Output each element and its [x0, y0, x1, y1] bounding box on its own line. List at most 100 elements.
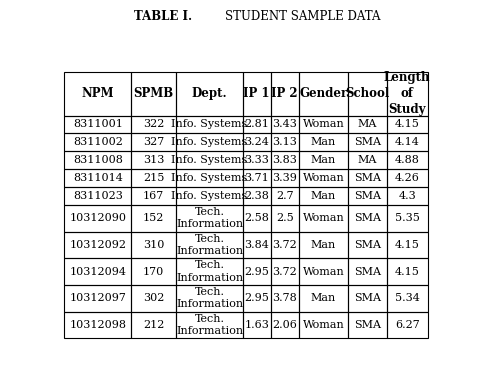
Bar [176, 312, 243, 338]
Bar [131, 71, 176, 115]
Bar [348, 205, 387, 232]
Bar [271, 115, 299, 134]
Bar [131, 151, 176, 169]
Bar [271, 205, 299, 232]
Text: 152: 152 [143, 213, 164, 223]
Text: 2.5: 2.5 [276, 213, 294, 223]
Text: 2.95: 2.95 [244, 267, 269, 276]
Text: Tech.
Information: Tech. Information [176, 234, 243, 256]
Bar [348, 312, 387, 338]
Text: NPM: NPM [82, 87, 114, 100]
Text: 3.78: 3.78 [272, 293, 297, 303]
Text: Woman: Woman [302, 173, 344, 183]
Text: 4.15: 4.15 [395, 240, 420, 250]
Text: 2.7: 2.7 [276, 191, 293, 201]
Text: Info. Systems: Info. Systems [171, 119, 248, 129]
Text: 2.06: 2.06 [272, 320, 297, 330]
Bar [176, 285, 243, 312]
Text: 215: 215 [143, 173, 164, 183]
Text: Woman: Woman [302, 119, 344, 129]
Bar [131, 115, 176, 134]
Bar [64, 232, 131, 258]
Text: Tech.
Information: Tech. Information [176, 260, 243, 283]
Bar [64, 205, 131, 232]
Bar [64, 134, 131, 151]
Text: 327: 327 [143, 137, 164, 147]
Bar [131, 258, 176, 285]
Text: 8311008: 8311008 [73, 155, 123, 165]
Text: IP 2: IP 2 [271, 87, 298, 100]
Text: 313: 313 [143, 155, 164, 165]
Text: Info. Systems: Info. Systems [171, 191, 248, 201]
Bar [387, 169, 428, 187]
Text: Dept.: Dept. [192, 87, 228, 100]
Text: SMA: SMA [354, 173, 381, 183]
Bar [243, 151, 271, 169]
Bar [64, 187, 131, 205]
Bar [271, 187, 299, 205]
Text: 302: 302 [143, 293, 164, 303]
Text: 4.15: 4.15 [395, 267, 420, 276]
Text: Woman: Woman [302, 213, 344, 223]
Bar [387, 232, 428, 258]
Text: 322: 322 [143, 119, 164, 129]
Bar [131, 232, 176, 258]
Text: 4.14: 4.14 [395, 137, 420, 147]
Text: 8311014: 8311014 [73, 173, 123, 183]
Text: 4.15: 4.15 [395, 119, 420, 129]
Bar [176, 169, 243, 187]
Bar [131, 285, 176, 312]
Bar [348, 258, 387, 285]
Text: 3.84: 3.84 [244, 240, 269, 250]
Bar [176, 71, 243, 115]
Text: 4.88: 4.88 [395, 155, 420, 165]
Text: 2.38: 2.38 [244, 191, 269, 201]
Text: Man: Man [311, 137, 336, 147]
Text: 2.81: 2.81 [244, 119, 269, 129]
Bar [64, 285, 131, 312]
Bar [387, 312, 428, 338]
Text: 8311002: 8311002 [73, 137, 123, 147]
Bar [271, 71, 299, 115]
Text: 3.24: 3.24 [244, 137, 269, 147]
Text: 3.72: 3.72 [272, 240, 297, 250]
Text: 3.33: 3.33 [244, 155, 269, 165]
Text: MA: MA [358, 119, 377, 129]
Bar [131, 134, 176, 151]
Text: Info. Systems: Info. Systems [171, 155, 248, 165]
Bar [176, 134, 243, 151]
Text: SMA: SMA [354, 213, 381, 223]
Bar [176, 205, 243, 232]
Text: Tech.
Information: Tech. Information [176, 314, 243, 336]
Text: 5.34: 5.34 [395, 293, 420, 303]
Bar [243, 115, 271, 134]
Bar [387, 151, 428, 169]
Text: 1.63: 1.63 [244, 320, 269, 330]
Text: 4.26: 4.26 [395, 173, 420, 183]
Text: Man: Man [311, 155, 336, 165]
Text: SMA: SMA [354, 240, 381, 250]
Text: 10312097: 10312097 [69, 293, 126, 303]
Bar [348, 285, 387, 312]
Text: SMA: SMA [354, 320, 381, 330]
Bar [271, 285, 299, 312]
Text: 6.27: 6.27 [395, 320, 420, 330]
Bar [299, 232, 348, 258]
Text: 2.95: 2.95 [244, 293, 269, 303]
Text: School: School [345, 87, 389, 100]
Text: 2.58: 2.58 [244, 213, 269, 223]
Bar [64, 169, 131, 187]
Bar [271, 312, 299, 338]
Text: 10312092: 10312092 [69, 240, 126, 250]
Bar [64, 312, 131, 338]
Bar [271, 258, 299, 285]
Bar [243, 71, 271, 115]
Text: STUDENT SAMPLE DATA: STUDENT SAMPLE DATA [225, 10, 380, 23]
Bar [176, 115, 243, 134]
Text: Length
of
Study: Length of Study [384, 71, 431, 116]
Text: 10312094: 10312094 [69, 267, 126, 276]
Text: Tech.
Information: Tech. Information [176, 287, 243, 310]
Text: Man: Man [311, 240, 336, 250]
Bar [299, 285, 348, 312]
Bar [348, 169, 387, 187]
